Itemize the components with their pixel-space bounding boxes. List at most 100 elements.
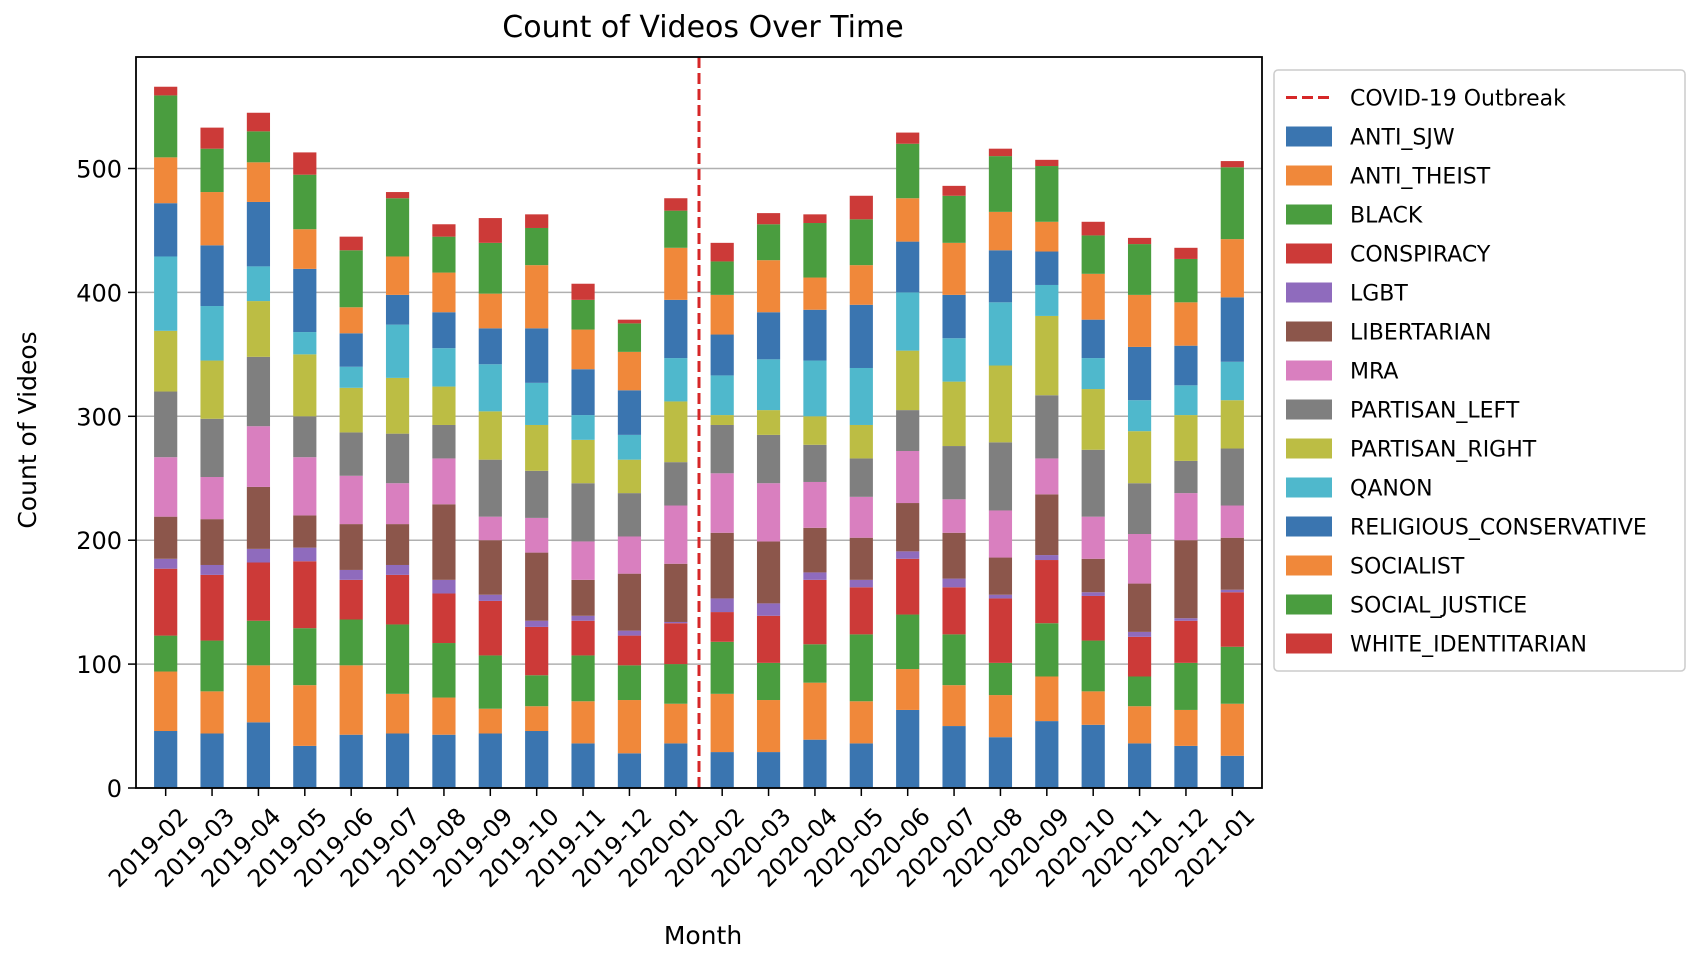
bar-segment <box>200 519 224 565</box>
bar-segment <box>1035 395 1059 459</box>
bar-segment <box>432 272 456 313</box>
legend-label: SOCIAL_JUSTICE <box>1350 594 1527 619</box>
bar-segment <box>525 227 549 266</box>
bar-segment <box>385 693 410 734</box>
bar-segment <box>710 294 734 335</box>
bar-segment <box>617 573 642 631</box>
bar-segment <box>1035 251 1059 285</box>
bar-segment <box>849 743 873 788</box>
bar-segment <box>571 415 595 440</box>
bar-segment <box>246 131 271 163</box>
bar-segment <box>385 324 410 378</box>
bar-segment <box>1127 631 1152 637</box>
bar-segment <box>710 334 734 376</box>
bar-segment <box>246 356 271 427</box>
bar-segment <box>849 496 873 538</box>
bar-segment <box>896 132 920 144</box>
bar-segment <box>1035 494 1059 556</box>
bar-segment <box>1174 247 1198 259</box>
bar-segment <box>756 434 781 484</box>
bar-segment <box>339 619 363 666</box>
bar-segment <box>988 510 1013 558</box>
bar-segment <box>571 439 595 484</box>
bar-segment <box>942 242 966 295</box>
bar-segment <box>571 615 595 621</box>
bar-segment <box>710 641 734 694</box>
bar-segment <box>432 424 456 459</box>
bar-segment <box>803 527 827 573</box>
bar-segment <box>1127 583 1152 632</box>
bar-segment <box>1127 483 1152 535</box>
bar-segment <box>432 386 456 425</box>
bar-segment <box>432 579 456 594</box>
bar-segment <box>988 594 1013 599</box>
legend-swatch <box>1286 477 1332 498</box>
bar-segment <box>385 574 410 625</box>
bar-segment <box>293 174 317 230</box>
bar-segment <box>710 598 734 613</box>
bar-segment <box>988 211 1013 251</box>
bar-segment <box>756 541 781 604</box>
bar-segment <box>1220 703 1244 756</box>
bar-segment <box>246 426 271 487</box>
bar-segment <box>293 628 317 686</box>
bar-segment <box>1220 646 1244 704</box>
bar-segment <box>1174 385 1198 416</box>
bar-segment <box>385 198 410 257</box>
bar-segment <box>896 143 920 199</box>
bar-segment <box>942 294 966 339</box>
bar-segment <box>525 552 549 621</box>
bar-segment <box>710 424 734 474</box>
legend-label: LGBT <box>1350 282 1408 307</box>
bar-segment <box>1174 258 1198 303</box>
bar-segment <box>942 381 966 447</box>
bar-segment <box>478 733 502 788</box>
bar-segment <box>1081 235 1105 274</box>
bar-segment <box>385 624 410 694</box>
bar-segment <box>756 224 781 261</box>
legend-label: CONSPIRACY <box>1350 243 1491 268</box>
plot-frame <box>135 56 1263 789</box>
bar-segment <box>432 348 456 387</box>
bar-segment <box>896 558 920 615</box>
bars <box>154 86 1244 788</box>
bar-segment <box>432 312 456 349</box>
bar-segment <box>942 685 966 727</box>
bar-segment <box>988 695 1013 738</box>
bar-segment <box>293 332 317 355</box>
bar-segment <box>478 600 502 656</box>
bar-segment <box>525 517 549 553</box>
legend-label: SOCIALIST <box>1350 555 1465 580</box>
bar-segment <box>1174 493 1198 541</box>
bar-segment <box>617 351 642 391</box>
bar-segment <box>1081 449 1105 517</box>
bar-segment <box>896 614 920 670</box>
bar-segment <box>942 195 966 243</box>
bar-segment <box>664 401 688 463</box>
bar-segment <box>525 382 549 425</box>
bar-segment <box>154 95 178 158</box>
bar-segment <box>617 700 642 754</box>
bar-segment <box>1127 706 1152 744</box>
y-tick-label: 0 <box>107 775 122 803</box>
bar-segment <box>988 250 1013 303</box>
bar-segment <box>246 620 271 666</box>
bar-segment <box>849 537 873 580</box>
bar-segment <box>200 148 224 193</box>
bar-segment <box>617 319 642 324</box>
bar-segment <box>246 665 271 723</box>
bar-segment <box>1081 595 1105 641</box>
bar-segment <box>478 328 502 365</box>
legend-label: MRA <box>1350 360 1398 385</box>
bar-segment <box>710 532 734 599</box>
bar-segment <box>617 323 642 352</box>
legend-swatch <box>1286 594 1332 615</box>
bar-segment <box>1174 662 1198 710</box>
bar-segment <box>1035 555 1059 561</box>
bar-segment <box>1035 721 1059 788</box>
bar-segment <box>571 483 595 542</box>
bar-segment <box>432 697 456 735</box>
bar-segment <box>525 706 549 732</box>
bar-segment <box>154 516 178 559</box>
